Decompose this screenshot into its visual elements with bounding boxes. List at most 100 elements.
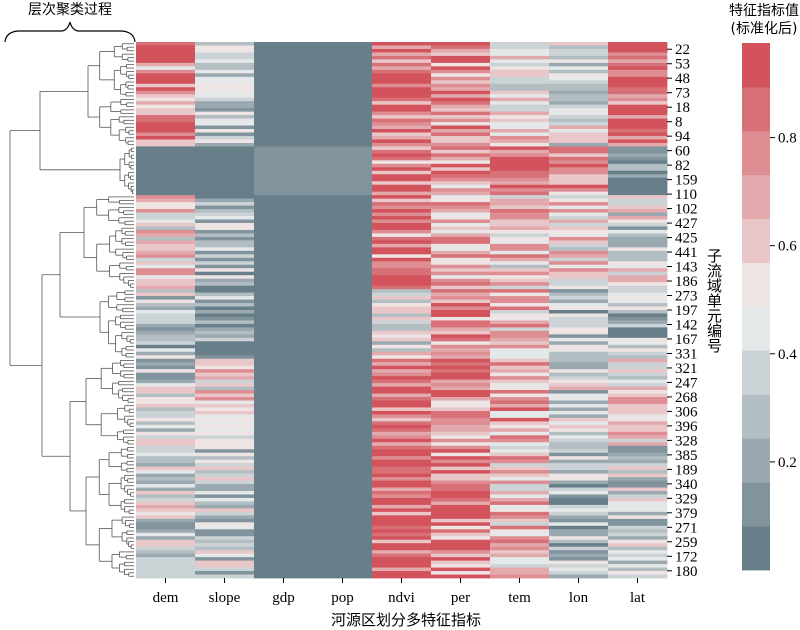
heatmap-cell bbox=[313, 334, 373, 339]
heatmap-cell bbox=[431, 129, 491, 133]
heatmap-cell bbox=[254, 62, 314, 67]
heatmap-cell bbox=[136, 379, 196, 384]
heatmap-cell bbox=[608, 191, 668, 196]
heatmap-cell bbox=[431, 407, 491, 412]
heatmap-cell bbox=[490, 484, 550, 488]
heatmap-cell bbox=[254, 184, 314, 189]
heatmap-cell bbox=[136, 69, 196, 74]
heatmap-cell bbox=[254, 125, 314, 130]
heatmap-cell bbox=[136, 518, 196, 523]
heatmap-cell bbox=[608, 567, 668, 572]
y-tick-label: 268 bbox=[675, 390, 698, 406]
y-tick-label: 328 bbox=[675, 433, 698, 449]
heatmap-cell bbox=[431, 497, 491, 502]
heatmap-cell bbox=[608, 539, 668, 544]
heatmap-cell bbox=[490, 320, 550, 325]
heatmap-cell bbox=[313, 122, 373, 126]
heatmap-cell bbox=[431, 101, 491, 106]
heatmap-cell bbox=[372, 174, 432, 179]
heatmap-cell bbox=[136, 236, 196, 241]
heatmap-cell bbox=[431, 529, 491, 534]
heatmap-cell bbox=[608, 87, 668, 92]
heatmap-cell bbox=[313, 45, 373, 50]
heatmap-cell bbox=[490, 393, 550, 398]
heatmap-cell bbox=[136, 87, 196, 92]
heatmap-cell bbox=[372, 250, 432, 255]
heatmap-cell bbox=[490, 122, 550, 126]
heatmap-cell bbox=[136, 188, 196, 193]
heatmap-cell bbox=[313, 108, 373, 113]
heatmap-cell bbox=[431, 195, 491, 200]
heatmap-cell bbox=[431, 153, 491, 158]
heatmap-cell bbox=[431, 564, 491, 568]
heatmap-cell bbox=[372, 45, 432, 50]
heatmap-cell bbox=[490, 296, 550, 300]
heatmap-cell bbox=[431, 236, 491, 241]
heatmap-cell bbox=[372, 442, 432, 447]
heatmap-cell bbox=[254, 104, 314, 109]
y-tick-label: 427 bbox=[675, 216, 698, 232]
heatmap-cell bbox=[490, 341, 550, 346]
heatmap-cell bbox=[254, 410, 314, 415]
heatmap-cell bbox=[490, 428, 550, 433]
heatmap-cell bbox=[490, 243, 550, 248]
heatmap-cell bbox=[313, 233, 373, 238]
heatmap-cell bbox=[313, 410, 373, 415]
heatmap-cell bbox=[490, 184, 550, 189]
heatmap-cell bbox=[608, 243, 668, 248]
heatmap-cell bbox=[431, 358, 491, 363]
heatmap-cell bbox=[195, 386, 255, 391]
heatmap-cell bbox=[372, 397, 432, 401]
heatmap-cell bbox=[254, 278, 314, 283]
heatmap-cell bbox=[608, 532, 668, 537]
heatmap-cell bbox=[372, 417, 432, 422]
heatmap-cell bbox=[431, 393, 491, 398]
heatmap-cell bbox=[608, 299, 668, 304]
heatmap-cell bbox=[254, 264, 314, 269]
y-tick-label: 82 bbox=[675, 158, 690, 174]
heatmap-cell bbox=[608, 323, 668, 328]
heatmap-cell bbox=[136, 184, 196, 189]
heatmap-cell bbox=[608, 104, 668, 109]
heatmap-cell bbox=[372, 135, 432, 140]
heatmap-cell bbox=[608, 69, 668, 74]
heatmap-cell bbox=[549, 153, 609, 158]
heatmap-cell bbox=[372, 355, 432, 360]
heatmap-cell bbox=[608, 261, 668, 266]
heatmap-cell bbox=[549, 48, 609, 53]
heatmap-cell bbox=[490, 407, 550, 412]
heatmap-cell bbox=[313, 397, 373, 401]
heatmap-cell bbox=[136, 550, 196, 555]
heatmap-cell bbox=[490, 379, 550, 384]
heatmap-cell bbox=[549, 431, 609, 436]
heatmap-cell bbox=[254, 268, 314, 273]
heatmap-cell bbox=[372, 243, 432, 248]
heatmap-cell bbox=[490, 205, 550, 210]
x-tick-label: gdp bbox=[272, 590, 295, 606]
heatmap-cell bbox=[490, 477, 550, 481]
heatmap-cell bbox=[313, 574, 373, 579]
heatmap-cell bbox=[313, 348, 373, 353]
heatmap-cell bbox=[549, 567, 609, 572]
heatmap-cell bbox=[608, 424, 668, 429]
colorbar-tick-label: 0.2 bbox=[778, 455, 797, 471]
heatmap-cell bbox=[431, 66, 491, 71]
heatmap-cell bbox=[490, 198, 550, 203]
heatmap-cell bbox=[490, 167, 550, 172]
heatmap-cell bbox=[549, 303, 609, 307]
heatmap-cell bbox=[608, 125, 668, 130]
heatmap-cell bbox=[195, 282, 255, 287]
heatmap-cell bbox=[608, 515, 668, 520]
heatmap-cell bbox=[431, 560, 491, 565]
heatmap-cell bbox=[490, 463, 550, 468]
heatmap-cell bbox=[254, 449, 314, 454]
heatmap-cell bbox=[313, 170, 373, 175]
heatmap-cell bbox=[136, 543, 196, 548]
heatmap-cell bbox=[490, 97, 550, 102]
heatmap-cell bbox=[372, 87, 432, 92]
heatmap-cell bbox=[136, 344, 196, 349]
heatmap-cell bbox=[608, 247, 668, 252]
heatmap-cell bbox=[136, 129, 196, 133]
heatmap-cell bbox=[136, 316, 196, 321]
heatmap-cell bbox=[549, 564, 609, 568]
